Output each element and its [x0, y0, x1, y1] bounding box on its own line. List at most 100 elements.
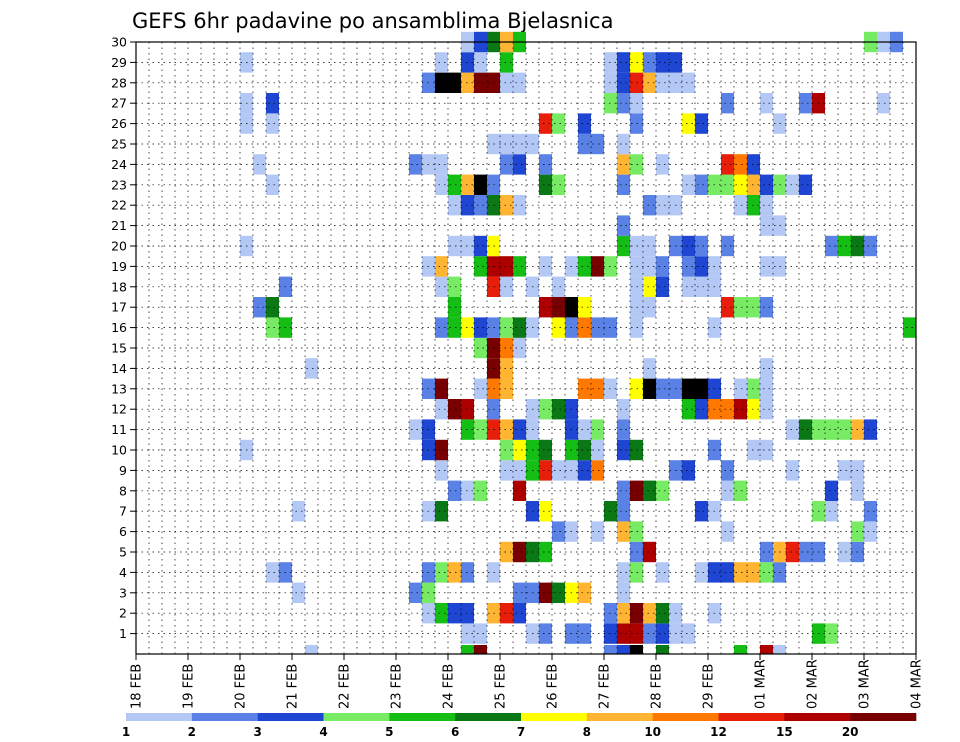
- heatmap-cell-m4-s44: [695, 562, 708, 583]
- y-tick-label-1: 1: [119, 626, 127, 641]
- heatmap-cell-m23-s32: [539, 174, 552, 195]
- heatmap-cell-m5-s51: [786, 541, 799, 563]
- colorbar-label-3: 3: [253, 725, 261, 739]
- heatmap-cell-m23-s46: [721, 174, 734, 195]
- heatmap-cell-m13-s43: [682, 378, 695, 399]
- heatmap-cell-m13-s44: [695, 378, 708, 399]
- heatmap-cell-m18-s44: [695, 276, 708, 297]
- heatmap-cell-m24-s32: [539, 154, 552, 175]
- heatmap-cell-m20-s55: [838, 235, 851, 257]
- heatmap-cell-m3-s13: [292, 582, 305, 603]
- heatmap-cell-m4-s41: [656, 562, 669, 583]
- heatmap-cell-m17-s35: [578, 297, 591, 318]
- heatmap-cell-m29-s24: [435, 52, 448, 73]
- heatmap-cell-m9-s51: [786, 460, 799, 481]
- heatmap-cell-m27-s11: [266, 93, 279, 114]
- heatmap-cell-m7-s57: [864, 501, 877, 522]
- heatmap-cell-m28-s41: [656, 72, 669, 93]
- heatmap-cell-m24-s29: [500, 154, 513, 175]
- heatmap-cell-m28-s24: [435, 72, 448, 93]
- y-tick-label-30: 30: [111, 35, 127, 50]
- heatmap-cell-m19-s44: [695, 256, 708, 277]
- heatmap-cell-m1-s43: [682, 623, 695, 644]
- heatmap-cell-m17-s40: [643, 297, 656, 318]
- heatmap-cell-m16-s27: [474, 317, 487, 338]
- heatmap-cell-m27-s38: [617, 93, 630, 114]
- heatmap-cell-m2-s38: [617, 603, 630, 624]
- heatmap-cell-m13-s29: [500, 378, 513, 399]
- heatmap-cell-m26-s35: [578, 113, 591, 134]
- y-tick-label-7: 7: [119, 504, 127, 519]
- heatmap-cell-m29-s41: [656, 52, 669, 73]
- y-tick-label-11: 11: [111, 422, 127, 437]
- heatmap-cell-m1-s41: [656, 623, 669, 644]
- heatmap-cell-m7-s44: [695, 501, 708, 522]
- heatmap-cell-m9-s55: [838, 460, 851, 481]
- heatmap-cell-m20-s43: [682, 235, 695, 257]
- heatmap-cell-m14-s14: [305, 358, 318, 379]
- heatmap-cell-m8-s25: [448, 480, 461, 501]
- heatmap-cell-m10-s24: [435, 439, 448, 461]
- heatmap-cell-m19-s30: [513, 256, 526, 277]
- heatmap-cell-m1-s32: [539, 623, 552, 644]
- heatmap-cell-m15-s27: [474, 337, 487, 359]
- x-tick-label-7: 25 FEB: [494, 664, 509, 709]
- heatmap-cell-m17-s11: [266, 297, 279, 318]
- heatmap-cell-m11-s51: [786, 419, 799, 440]
- heatmap-cell-m8-s47: [734, 480, 747, 501]
- heatmap-cell-m13-s47: [734, 378, 747, 399]
- heatmap-cell-m24-s30: [513, 154, 526, 175]
- y-tick-label-6: 6: [119, 524, 127, 539]
- heatmap-cell-m12-s33: [552, 399, 565, 420]
- heatmap-cell-m18-s41: [656, 276, 669, 297]
- heatmap-cell-m11-s30: [513, 419, 526, 440]
- heatmap-cell-m23-s33: [552, 174, 565, 195]
- heatmap-cell-m12-s32: [539, 399, 552, 420]
- heatmap-cell-m6-s33: [552, 521, 565, 542]
- y-tick-label-12: 12: [111, 402, 127, 417]
- heatmap-cell-m16-s29: [500, 317, 513, 338]
- heatmap-cell-m20-s38: [617, 235, 630, 257]
- heatmap-cell-m28-s43: [682, 72, 695, 93]
- heatmap-cell-m23-s43: [682, 174, 695, 195]
- heatmap-cell-m3-s35: [578, 582, 591, 603]
- heatmap-cell-m4-s47: [734, 562, 747, 583]
- heatmap-cell-m11-s35: [578, 419, 591, 440]
- y-tick-label-13: 13: [111, 381, 127, 396]
- heatmap-cell-m25-s36: [591, 133, 604, 155]
- heatmap-cell-m14-s29: [500, 358, 513, 379]
- y-tick-label-14: 14: [111, 361, 127, 376]
- heatmap-cell-m2-s40: [643, 603, 656, 624]
- heatmap-cell-m25-s30: [513, 133, 526, 155]
- heatmap-cell-base-s49: [760, 645, 773, 654]
- heatmap-cell-m12-s44: [695, 399, 708, 420]
- colorbar-label-20: 20: [842, 725, 859, 739]
- heatmap-cell-m27-s58: [877, 93, 890, 114]
- heatmap-cell-m23-s44: [695, 174, 708, 195]
- heatmap-cell-m5-s55: [838, 541, 851, 563]
- heatmap-cell-m7-s32: [539, 501, 552, 522]
- y-tick-label-23: 23: [111, 177, 127, 192]
- x-tick-label-11: 29 FEB: [702, 664, 717, 709]
- x-tick-label-4: 22 FEB: [338, 664, 353, 709]
- heatmap-cell-m17-s46: [721, 297, 734, 318]
- heatmap-cell-m12-s47: [734, 399, 747, 420]
- heatmap-cell-m16-s35: [578, 317, 591, 338]
- x-axis-ticks: 18 FEB 19 FEB 20 FEB 21 FEB 22 FEB 23 FEB 24 F…: [130, 654, 925, 709]
- heatmap-cell-m18-s29: [500, 276, 513, 297]
- heatmap-cell-m13-s41: [656, 378, 669, 399]
- colorbar-swatch-5: [389, 713, 456, 721]
- heatmap-cell-m9-s46: [721, 460, 734, 481]
- heatmap-cell-m19-s29: [500, 256, 513, 277]
- heatmap-cell-m3-s32: [539, 582, 552, 603]
- y-tick-label-26: 26: [111, 116, 127, 131]
- heatmap-cell-m24-s22: [409, 154, 422, 175]
- heatmap-cell-m3-s38: [617, 582, 630, 603]
- heatmap-cell-m13-s49: [760, 378, 773, 399]
- heatmap-cell-m3-s22: [409, 582, 422, 603]
- heatmap-cell-m1-s40: [643, 623, 656, 644]
- y-tick-label-25: 25: [111, 137, 127, 152]
- heatmap-cell-m28-s29: [500, 72, 513, 93]
- heatmap-cell-m4-s11: [266, 562, 279, 583]
